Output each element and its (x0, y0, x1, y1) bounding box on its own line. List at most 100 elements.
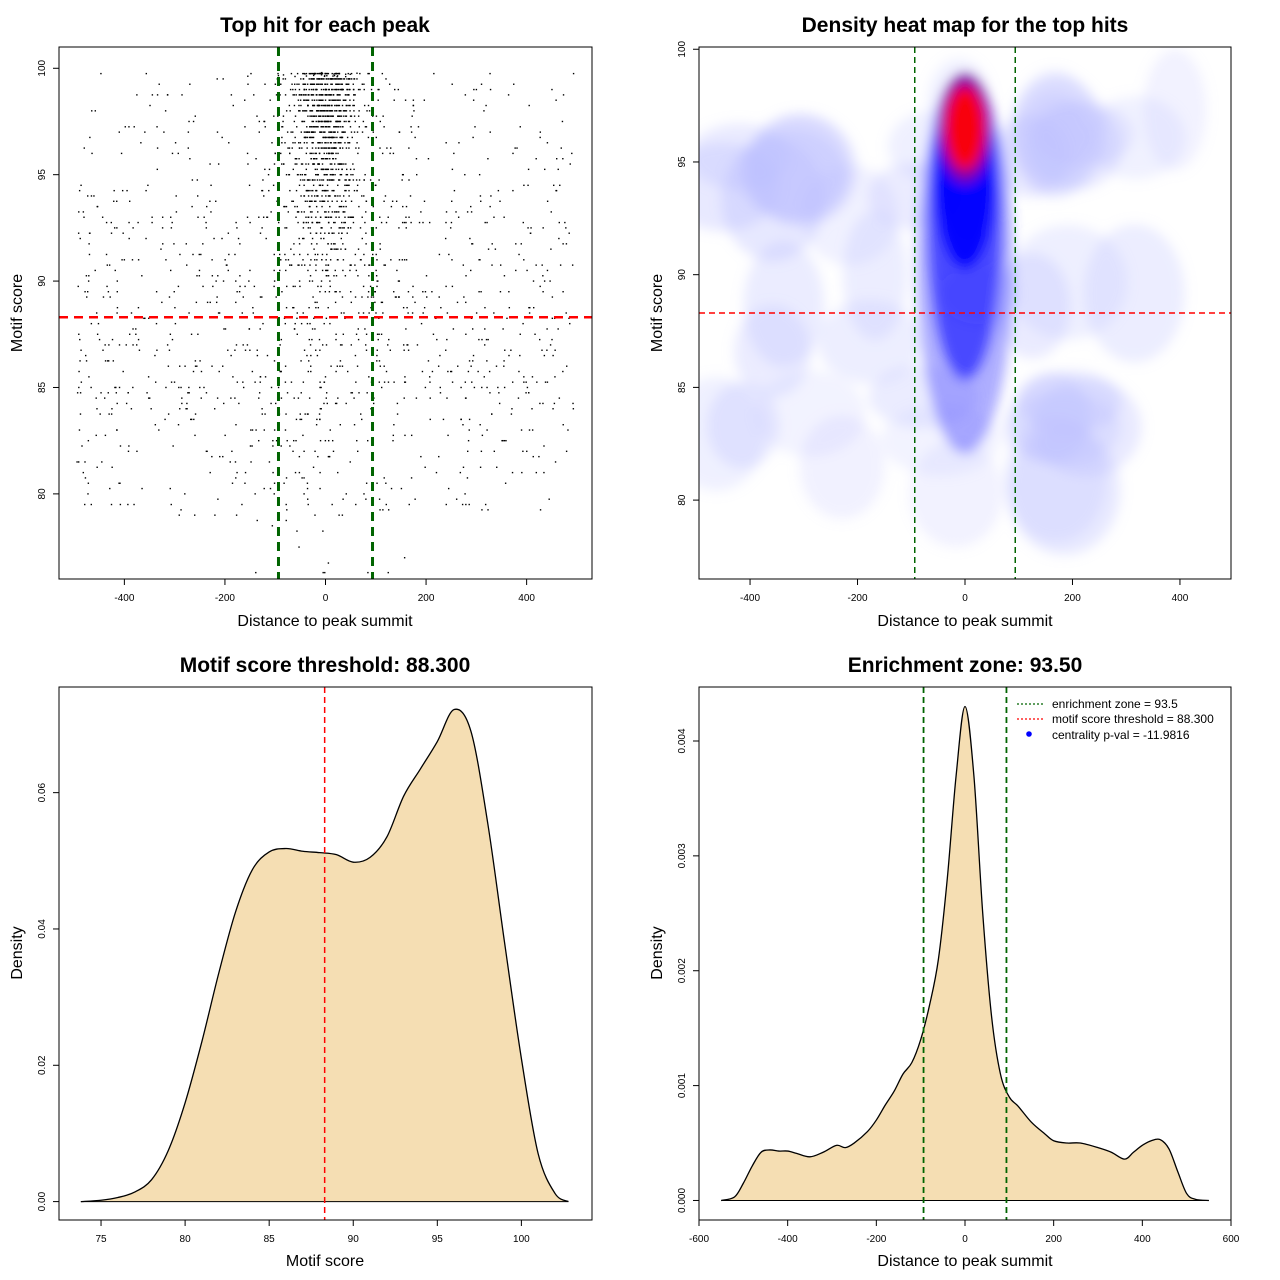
scatter-point (533, 306, 535, 309)
scatter-point (298, 142, 300, 144)
scatter-point (342, 269, 344, 272)
scatter-point (337, 195, 339, 197)
scatter-point (306, 99, 309, 101)
scatter-point (321, 184, 324, 187)
scatter-point (145, 72, 148, 75)
scatter-point (466, 477, 469, 479)
scatter-point (280, 397, 283, 399)
scatter-point (300, 360, 302, 362)
scatter-point (328, 99, 331, 101)
scatter-point (192, 120, 195, 123)
scatter-point (333, 147, 336, 149)
scatter-point (312, 296, 314, 298)
scatter-point (104, 360, 107, 362)
y-tick-label: 95 (677, 156, 688, 168)
scatter-point (309, 110, 312, 112)
scatter-point (100, 392, 102, 394)
scatter-point (300, 211, 303, 213)
scatter-point (319, 200, 321, 202)
scatter-point (376, 285, 378, 288)
scatter-point (169, 487, 171, 490)
scatter-point (226, 264, 228, 266)
scatter-point (333, 232, 335, 234)
scatter-point (513, 83, 515, 85)
scatter-point (198, 253, 200, 256)
scatter-point (361, 296, 363, 298)
scatter-point (511, 381, 514, 383)
scatter-point (424, 386, 427, 389)
scatter-point (568, 232, 570, 234)
scatter-point (304, 99, 306, 101)
scatter-point (316, 301, 318, 304)
scatter-point (321, 227, 323, 229)
scatter-point (341, 78, 343, 80)
scatter-point (361, 216, 363, 218)
scatter-point (244, 471, 247, 474)
scatter-point (324, 376, 327, 378)
scatter-point (468, 360, 471, 362)
scatter-point (311, 94, 314, 96)
scatter-point (326, 126, 328, 128)
scatter-point (367, 571, 369, 574)
scatter-point (340, 312, 343, 314)
scatter-point (256, 349, 258, 351)
scatter-point (249, 221, 251, 224)
scatter-point (308, 360, 310, 362)
scatter-point (187, 147, 189, 149)
scatter-point (329, 94, 332, 96)
scatter-point (353, 131, 356, 133)
scatter-point (344, 184, 346, 187)
scatter-point (404, 434, 406, 437)
scatter-point (289, 445, 291, 447)
scatter-point (264, 168, 266, 171)
scatter-point (358, 392, 360, 394)
scatter-point (381, 152, 384, 155)
scatter-point (465, 333, 467, 335)
scatter-point (362, 285, 365, 288)
scatter-point (334, 269, 336, 272)
scatter-point (352, 221, 355, 224)
scatter-point (302, 179, 304, 181)
scatter-point (206, 301, 209, 304)
scatter-point (494, 248, 497, 250)
scatter-point (238, 291, 241, 293)
scatter-point (335, 147, 337, 149)
scatter-point (324, 291, 327, 293)
scatter-point (336, 211, 338, 213)
scatter-point (115, 392, 118, 394)
scatter-point (350, 216, 352, 218)
scatter-point (539, 509, 542, 511)
scatter-point (428, 376, 431, 378)
scatter-point (320, 147, 322, 149)
scatter-point (313, 72, 316, 75)
scatter-point (170, 381, 173, 383)
scatter-point (368, 264, 371, 266)
scatter-point (147, 184, 149, 187)
scatter-point (274, 83, 277, 85)
scatter-point (327, 115, 330, 117)
scatter-point (337, 248, 339, 250)
scatter-point (263, 487, 265, 490)
scatter-point (331, 200, 333, 202)
scatter-point (304, 94, 307, 96)
scatter-point (128, 126, 130, 128)
scatter-point (346, 94, 349, 96)
scatter-point (317, 306, 320, 309)
scatter-point (344, 75, 347, 78)
scatter-point (418, 221, 421, 224)
scatter-point (354, 253, 357, 256)
scatter-point (329, 205, 331, 208)
scatter-point (319, 386, 321, 389)
scatter-point (473, 386, 476, 389)
scatter-point (349, 126, 352, 128)
scatter-point (355, 503, 357, 506)
scatter-point (281, 136, 283, 139)
scatter-point (242, 296, 244, 298)
scatter-point (309, 344, 312, 346)
scatter-point (327, 104, 330, 107)
scatter-point (529, 306, 531, 309)
scatter-point (286, 439, 288, 442)
scatter-point (480, 83, 483, 85)
scatter-point (523, 184, 525, 187)
scatter-point (398, 131, 401, 133)
